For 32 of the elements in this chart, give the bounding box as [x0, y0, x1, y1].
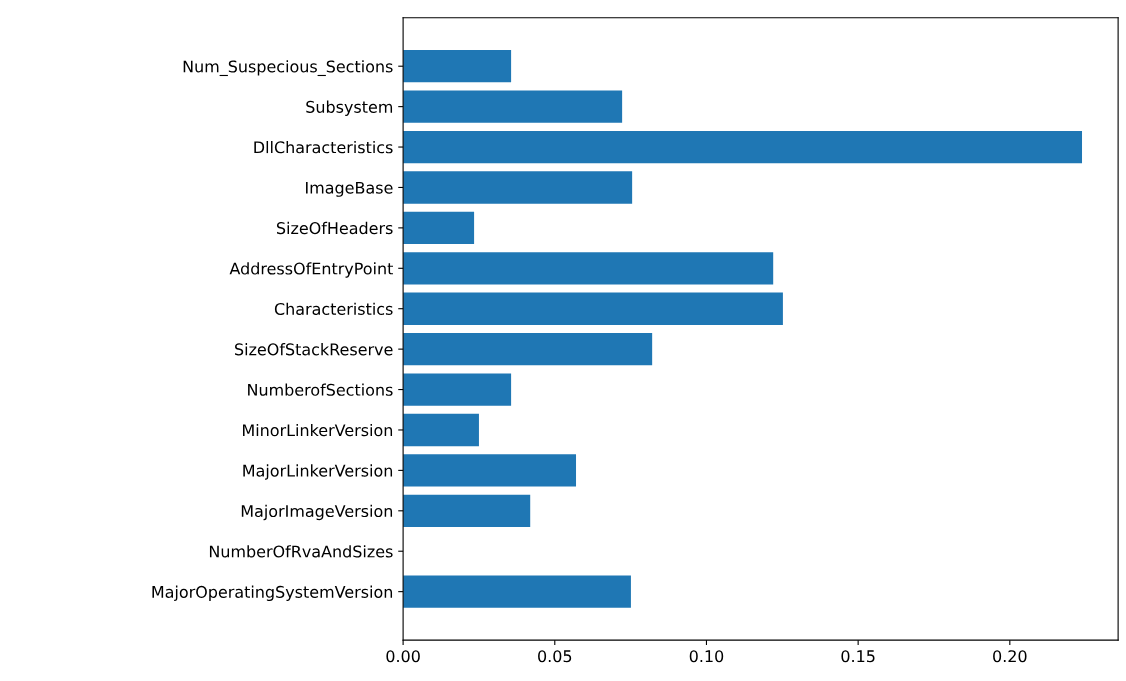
bar [403, 373, 512, 406]
y-tick-label: Characteristics [274, 302, 393, 316]
bar [403, 454, 577, 487]
bar [403, 130, 1083, 164]
y-tick-label: Num_Suspecious_Sections [183, 60, 393, 77]
bar [403, 575, 631, 608]
bar [403, 171, 633, 204]
bar [403, 494, 531, 527]
y-tick-label: MajorImageVersion [241, 504, 393, 521]
bar [403, 332, 653, 366]
y-tick-label: Subsystem [306, 100, 393, 117]
y-tick-label: MajorLinkerVersion [243, 464, 393, 480]
bar [403, 252, 774, 285]
y-tick-label: ImageBase [306, 181, 393, 197]
bar [403, 90, 623, 123]
bar [403, 211, 475, 245]
y-tick-label: MinorLinkerVersion [243, 423, 393, 437]
bar [403, 292, 783, 325]
x-tick-label: 0.00 [386, 650, 420, 663]
y-tick-label: SizeOfHeaders [276, 221, 393, 235]
bar [403, 50, 512, 83]
y-tick-label: NumberofSections [248, 383, 393, 396]
x-tick-label: 0.10 [689, 650, 724, 663]
y-tick-label: MajorOperatingSystemVersion [152, 585, 393, 602]
y-tick-label: SizeOfStackReserve [235, 343, 393, 356]
x-tick-label: 0.05 [538, 650, 572, 663]
y-tick-label: DllCharacteristics [254, 140, 393, 154]
y-tick-label: AddressOfEntryPoint [229, 262, 393, 278]
bar [403, 413, 479, 447]
y-tick-label: NumberOfRvaAndSizes [209, 545, 393, 558]
x-tick-label: 0.15 [841, 650, 875, 663]
x-tick-label: 0.20 [993, 650, 1027, 663]
